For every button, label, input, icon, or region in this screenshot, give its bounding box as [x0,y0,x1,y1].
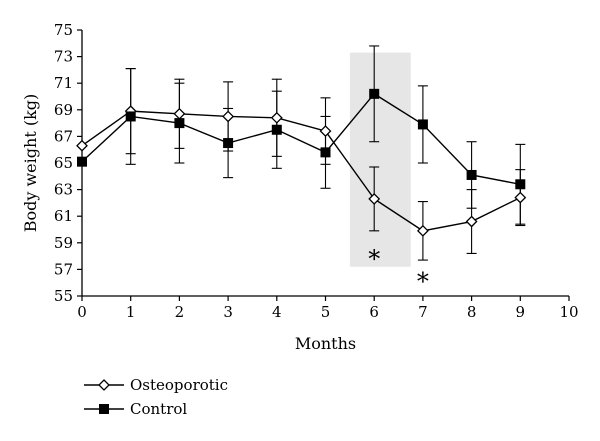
series-osteoporotic-points [76,105,527,237]
y-tick-label: 59 [54,234,73,252]
x-tick-label: 10 [559,303,578,321]
y-tick-label: 75 [54,21,73,39]
legend-marker [98,379,110,391]
data-point [515,179,526,190]
series-control-line [81,92,521,185]
y-tick-label: 55 [54,287,73,305]
data-point [76,139,88,152]
legend: Osteoporotic Control [84,376,228,418]
data-point [125,111,136,122]
legend-marker [99,404,109,414]
data-point [222,110,235,123]
y-tick-label: 69 [54,101,73,119]
data-point [271,124,282,135]
data-point [466,169,477,180]
data-point [319,125,332,137]
series-control-points [77,88,526,190]
x-axis-label: Months [295,334,356,353]
data-point [270,111,283,124]
series-osteoporotic-line [81,110,521,232]
y-tick-label: 71 [54,74,73,92]
legend-label-control: Control [130,400,187,418]
highlight-band-layer [349,52,411,267]
x-tick-label: 8 [467,303,477,321]
y-tick-label: 57 [54,260,73,278]
data-point [369,88,380,99]
x-tick-label: 9 [516,303,526,321]
data-point [465,215,478,228]
x-tick-label: 5 [321,303,331,321]
data-point [514,191,527,204]
x-tick-label: 7 [418,303,428,321]
y-tick-label: 61 [54,207,73,225]
data-point [77,156,87,167]
x-tick-label: 3 [223,303,233,321]
annotations: ** [368,245,429,296]
data-point [174,118,185,129]
x-tick-label: 2 [175,303,185,321]
data-point [320,147,331,158]
y-tick-label: 63 [54,181,73,199]
data-point [173,107,186,120]
data-point [223,138,234,149]
x-tick-label: 0 [77,303,87,321]
data-point [416,224,429,237]
y-tick-label: 65 [54,154,73,172]
series-layer [76,45,527,261]
x-tick-label: 4 [272,303,282,321]
data-point [417,119,428,130]
significance-marker: * [368,245,380,273]
y-tick-label: 67 [54,127,73,145]
highlight-band [349,52,411,267]
x-tick-label: 6 [369,303,379,321]
legend-label-osteoporotic: Osteoporotic [130,376,228,394]
data-point [368,192,381,205]
x-tick-label: 1 [126,303,136,321]
y-axis-label: Body weight (kg) [21,94,40,233]
significance-marker: * [417,267,429,295]
y-tick-label: 73 [54,48,73,66]
